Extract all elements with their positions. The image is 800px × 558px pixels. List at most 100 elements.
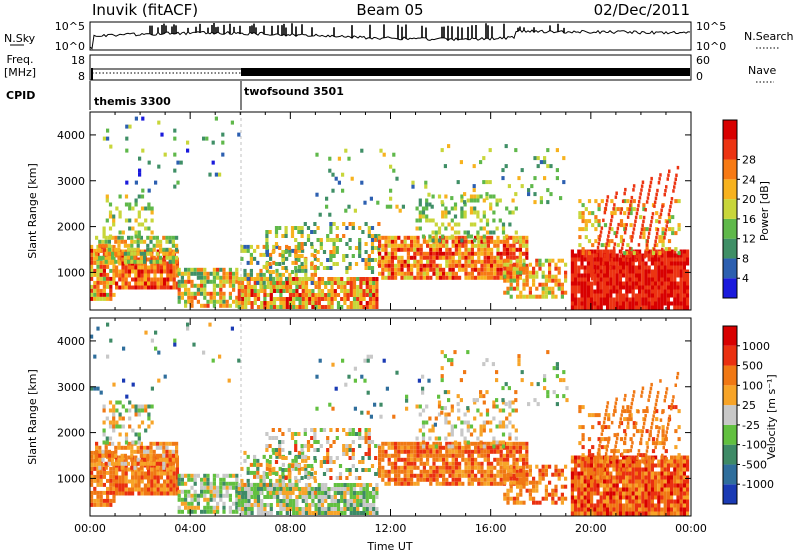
data-cell [674,231,677,235]
data-cell [232,280,235,284]
data-cell [175,450,178,454]
data-cell [508,401,511,405]
data-cell [144,488,147,492]
data-cell [452,470,455,474]
data-cell [265,432,268,436]
data-cell [609,496,612,500]
data-cell [159,240,162,244]
data-cell [522,485,525,489]
data-cell [172,442,175,446]
data-cell [588,251,591,255]
data-cell [397,466,400,470]
data-cell [630,239,633,243]
data-cell [243,491,246,495]
data-cell [593,278,596,282]
data-cell [419,211,422,215]
data-cell [654,294,657,298]
data-cell [571,512,574,516]
data-cell [473,195,476,199]
data-cell [299,495,302,499]
data-cell [592,273,595,277]
data-cell [361,230,364,234]
data-cell [305,289,308,293]
data-cell [651,286,654,290]
data-cell [664,266,667,270]
data-cell [512,458,515,462]
data-cell [369,483,372,487]
data-cell [109,425,112,429]
data-cell [337,305,340,309]
data-cell [169,492,172,496]
data-cell [611,258,614,262]
data-cell [222,482,225,486]
data-cell [150,270,153,274]
data-cell [628,302,631,306]
data-cell [265,266,268,270]
data-cell [458,446,461,450]
data-cell [486,231,489,235]
data-cell [458,256,461,260]
data-cell [272,448,275,452]
data-cell [369,289,372,293]
data-cell [184,494,187,498]
data-cell [138,405,141,409]
data-cell [109,227,112,231]
data-cell [394,236,397,240]
data-cell [93,463,96,467]
data-cell [304,242,307,246]
data-cell [141,286,144,290]
data-cell [596,306,599,310]
data-cell [426,450,429,454]
data-cell [203,490,206,494]
data-cell [588,219,591,223]
data-cell [413,454,416,458]
data-cell [275,262,278,266]
data-cell [140,260,143,264]
data-cell [176,468,179,472]
data-cell [163,480,166,484]
data-cell [253,475,256,479]
data-cell [294,226,297,230]
data-cell [173,484,176,488]
data-cell [663,236,666,240]
data-cell [444,195,447,199]
data-cell [359,495,362,499]
data-cell [676,286,679,290]
data-cell [263,289,266,293]
data-cell [307,448,310,452]
data-cell [349,432,352,436]
data-cell [609,274,612,278]
data-cell [554,275,557,279]
data-cell [500,462,503,466]
data-cell [117,446,120,450]
data-cell [257,495,260,499]
data-cell [455,244,458,248]
data-cell [490,482,493,486]
data-cell [125,149,128,153]
data-cell [496,248,499,252]
data-cell [561,469,564,473]
data-cell [244,305,247,309]
data-cell [162,454,165,458]
data-cell [445,252,448,256]
data-cell [500,268,503,272]
data-cell [251,305,254,309]
data-cell [633,227,636,231]
data-cell [254,503,257,507]
data-cell [112,215,115,219]
data-cell [334,499,337,503]
data-cell [630,223,633,227]
data-cell [115,476,118,480]
data-cell [587,484,590,488]
data-cell [109,269,112,273]
data-cell [609,484,612,488]
data-cell [100,289,103,293]
data-cell [178,482,181,486]
data-cell [153,244,156,248]
data-cell [526,283,529,287]
data-cell [375,301,378,305]
data-cell [232,486,235,490]
data-cell [551,295,554,299]
data-cell [598,203,601,207]
data-cell [118,278,121,282]
